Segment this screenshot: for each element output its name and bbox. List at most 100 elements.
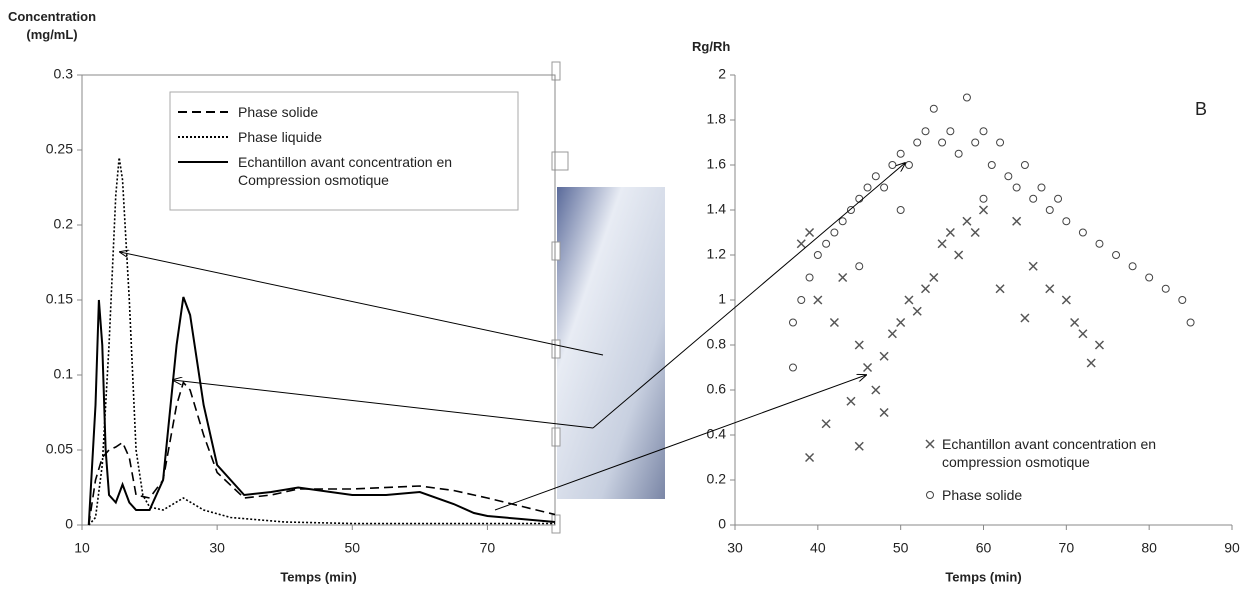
point-circle [1004, 172, 1013, 181]
point-circle [1128, 262, 1137, 271]
point-cross [863, 362, 873, 373]
x-tick-label: 70 [1059, 540, 1075, 556]
point-cross [879, 407, 889, 418]
point-circle [929, 104, 938, 113]
point-cross [1078, 329, 1088, 339]
point-circle [1012, 183, 1021, 192]
point-circle [987, 161, 996, 169]
point-cross [912, 306, 922, 316]
legend-circle [926, 491, 934, 499]
x-tick-label: 10 [74, 540, 90, 556]
point-circle [1178, 296, 1187, 304]
point-circle [1095, 239, 1104, 248]
point-circle [979, 194, 988, 203]
point-cross [887, 329, 897, 339]
y-tick-label: 0.6 [707, 381, 727, 397]
point-circle [805, 273, 814, 282]
point-cross [896, 317, 906, 328]
point-circle [1062, 217, 1071, 226]
x-axis-label: Temps (min) [280, 569, 356, 584]
point-cross [838, 272, 848, 283]
y-tick-label: 0.4 [707, 426, 727, 442]
y-tick-label: 1.2 [707, 246, 727, 262]
point-cross [796, 239, 806, 249]
x-tick-label: 50 [344, 540, 360, 556]
arrow [120, 252, 604, 356]
point-circle [979, 127, 988, 136]
point-circle [1020, 161, 1029, 169]
point-circle [788, 363, 797, 372]
point-circle [996, 138, 1005, 147]
point-cross [1020, 313, 1030, 323]
point-cross [821, 419, 831, 429]
point-circle [1145, 273, 1154, 282]
y-tick-label: 2 [718, 66, 726, 82]
point-circle [913, 138, 922, 147]
point-circle [1037, 183, 1046, 192]
y-tick-label: 0.2 [707, 471, 727, 487]
point-cross [846, 396, 856, 406]
x-tick-label: 70 [480, 540, 496, 556]
legend-label: Echantillon avant concentration en compr… [942, 436, 1157, 470]
point-circle [896, 206, 905, 214]
point-circle [938, 138, 947, 147]
point-circle [1186, 318, 1195, 327]
y-axis-label: Concentration (mg/mL) [7, 9, 97, 42]
point-cross [805, 452, 815, 463]
point-cross [978, 205, 989, 215]
point-cross [1028, 261, 1038, 271]
point-circle [855, 194, 864, 203]
point-cross [1012, 216, 1022, 226]
y-tick-label: 0.25 [46, 141, 73, 157]
point-circle [1029, 194, 1038, 203]
point-circle [888, 161, 897, 169]
y-tick-label: 0.15 [46, 291, 73, 307]
point-circle [846, 206, 855, 214]
x-tick-label: 30 [209, 540, 225, 556]
y-tick-label: 0.3 [54, 66, 74, 82]
line-dashed [87, 380, 556, 526]
point-circle [946, 127, 955, 136]
arrow [592, 163, 905, 429]
y-tick-label: 1 [718, 291, 726, 307]
point-cross [805, 227, 815, 238]
legend-cross [925, 439, 935, 449]
point-circle [830, 228, 839, 237]
x-tick-label: 50 [893, 540, 909, 556]
point-circle [954, 149, 963, 158]
point-cross [813, 295, 823, 305]
point-cross [970, 227, 980, 238]
point-cross [1045, 284, 1055, 294]
photo [557, 187, 665, 499]
point-cross [1070, 317, 1080, 328]
point-cross [854, 340, 864, 350]
point-cross [829, 317, 839, 328]
y-tick-label: 0 [65, 516, 73, 532]
point-cross [904, 295, 914, 305]
point-circle [904, 161, 913, 169]
legend-label: Echantillon avant concentration en Compr… [238, 154, 453, 188]
point-cross [954, 250, 964, 260]
y-tick-label: 0.2 [54, 216, 74, 232]
point-circle [797, 296, 806, 304]
x-axis-label: Temps (min) [945, 569, 1021, 584]
y-tick-label: 0.05 [46, 441, 73, 457]
point-cross [1094, 340, 1105, 350]
point-circle [788, 318, 797, 327]
point-circle [1161, 284, 1170, 293]
point-circle [822, 239, 831, 248]
point-cross [937, 239, 947, 249]
arrow [494, 375, 866, 511]
y-tick-label: 0.8 [707, 336, 727, 352]
line-dotted [88, 157, 555, 526]
y-tick-label: 1.6 [707, 156, 727, 172]
point-circle [1045, 206, 1054, 214]
x-tick-label: 80 [1141, 540, 1157, 556]
legend-label: Phase solide [238, 104, 319, 120]
x-tick-label: 40 [810, 540, 826, 556]
point-circle [863, 183, 872, 192]
point-cross [871, 385, 881, 395]
point-circle [1054, 194, 1063, 203]
point-cross [1086, 358, 1096, 368]
